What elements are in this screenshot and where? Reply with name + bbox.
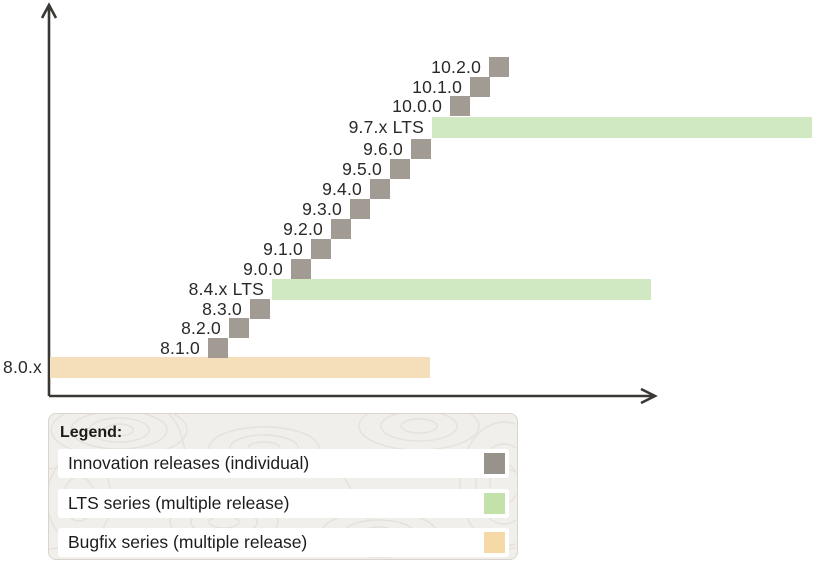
legend-swatch-bugfix [484, 532, 505, 553]
legend-item-label-lts: LTS series (multiple release) [68, 492, 290, 513]
legend-swatch-lts [484, 492, 505, 514]
legend-row-bugfix: Bugfix series (multiple release) [58, 528, 509, 557]
legend-swatch-innovation [484, 453, 505, 474]
release-label-9-1-0: 9.1.0 [263, 239, 303, 259]
innovation-release-marker-10-1-0 [470, 77, 490, 97]
release-label-8-0-x: 8.0.x [3, 357, 42, 377]
release-label-9-6-0: 9.6.0 [363, 139, 403, 159]
innovation-release-marker-10-2-0 [489, 57, 509, 77]
innovation-release-marker-9-0-0 [291, 259, 311, 279]
release-label-9-7-x-lts: 9.7.x LTS [348, 117, 424, 137]
release-label-8-3-0: 8.3.0 [202, 299, 242, 319]
lts-series-bar-8-4-x-lts [272, 279, 651, 300]
innovation-release-marker-10-0-0 [450, 96, 470, 116]
innovation-release-marker-8-2-0 [229, 318, 249, 338]
legend-row-innovation: Innovation releases (individual) [58, 449, 509, 478]
innovation-release-marker-9-1-0 [311, 239, 331, 259]
innovation-release-marker-9-2-0 [331, 219, 351, 239]
plot-area: 8.0.x 8.1.0 8.2.0 8.3.0 8.4.x LTS 9.0.0 9.1.0 9… [3, 57, 812, 378]
release-label-8-2-0: 8.2.0 [181, 318, 221, 338]
release-label-9-0-0: 9.0.0 [243, 259, 283, 279]
lts-series-bar-9-7-x-lts [432, 117, 812, 138]
release-label-9-4-0: 9.4.0 [322, 179, 362, 199]
release-label-8-4-x-lts: 8.4.x LTS [188, 279, 264, 299]
innovation-release-marker-9-6-0 [411, 139, 431, 159]
innovation-release-marker-8-1-0 [208, 338, 228, 358]
release-label-9-3-0: 9.3.0 [302, 199, 342, 219]
innovation-release-marker-9-4-0 [370, 179, 390, 199]
innovation-release-marker-9-3-0 [350, 199, 370, 219]
legend-item-label-bugfix: Bugfix series (multiple release) [68, 532, 308, 552]
release-label-10-0-0: 10.0.0 [392, 96, 442, 116]
release-label-10-2-0: 10.2.0 [431, 57, 481, 77]
release-label-10-1-0: 10.1.0 [412, 77, 462, 97]
bugfix-series-bar-8-0-x [50, 357, 430, 378]
legend-row-lts: LTS series (multiple release) [58, 488, 509, 518]
legend: Legend: Innovation releases (individual)… [48, 413, 518, 560]
legend-item-label-innovation: Innovation releases (individual) [68, 453, 310, 473]
innovation-release-marker-8-3-0 [250, 299, 270, 319]
release-label-9-2-0: 9.2.0 [283, 219, 323, 239]
release-label-8-1-0: 8.1.0 [160, 338, 200, 358]
release-label-9-5-0: 9.5.0 [342, 159, 382, 179]
innovation-release-marker-9-5-0 [390, 159, 410, 179]
legend-title: Legend: [60, 424, 123, 441]
